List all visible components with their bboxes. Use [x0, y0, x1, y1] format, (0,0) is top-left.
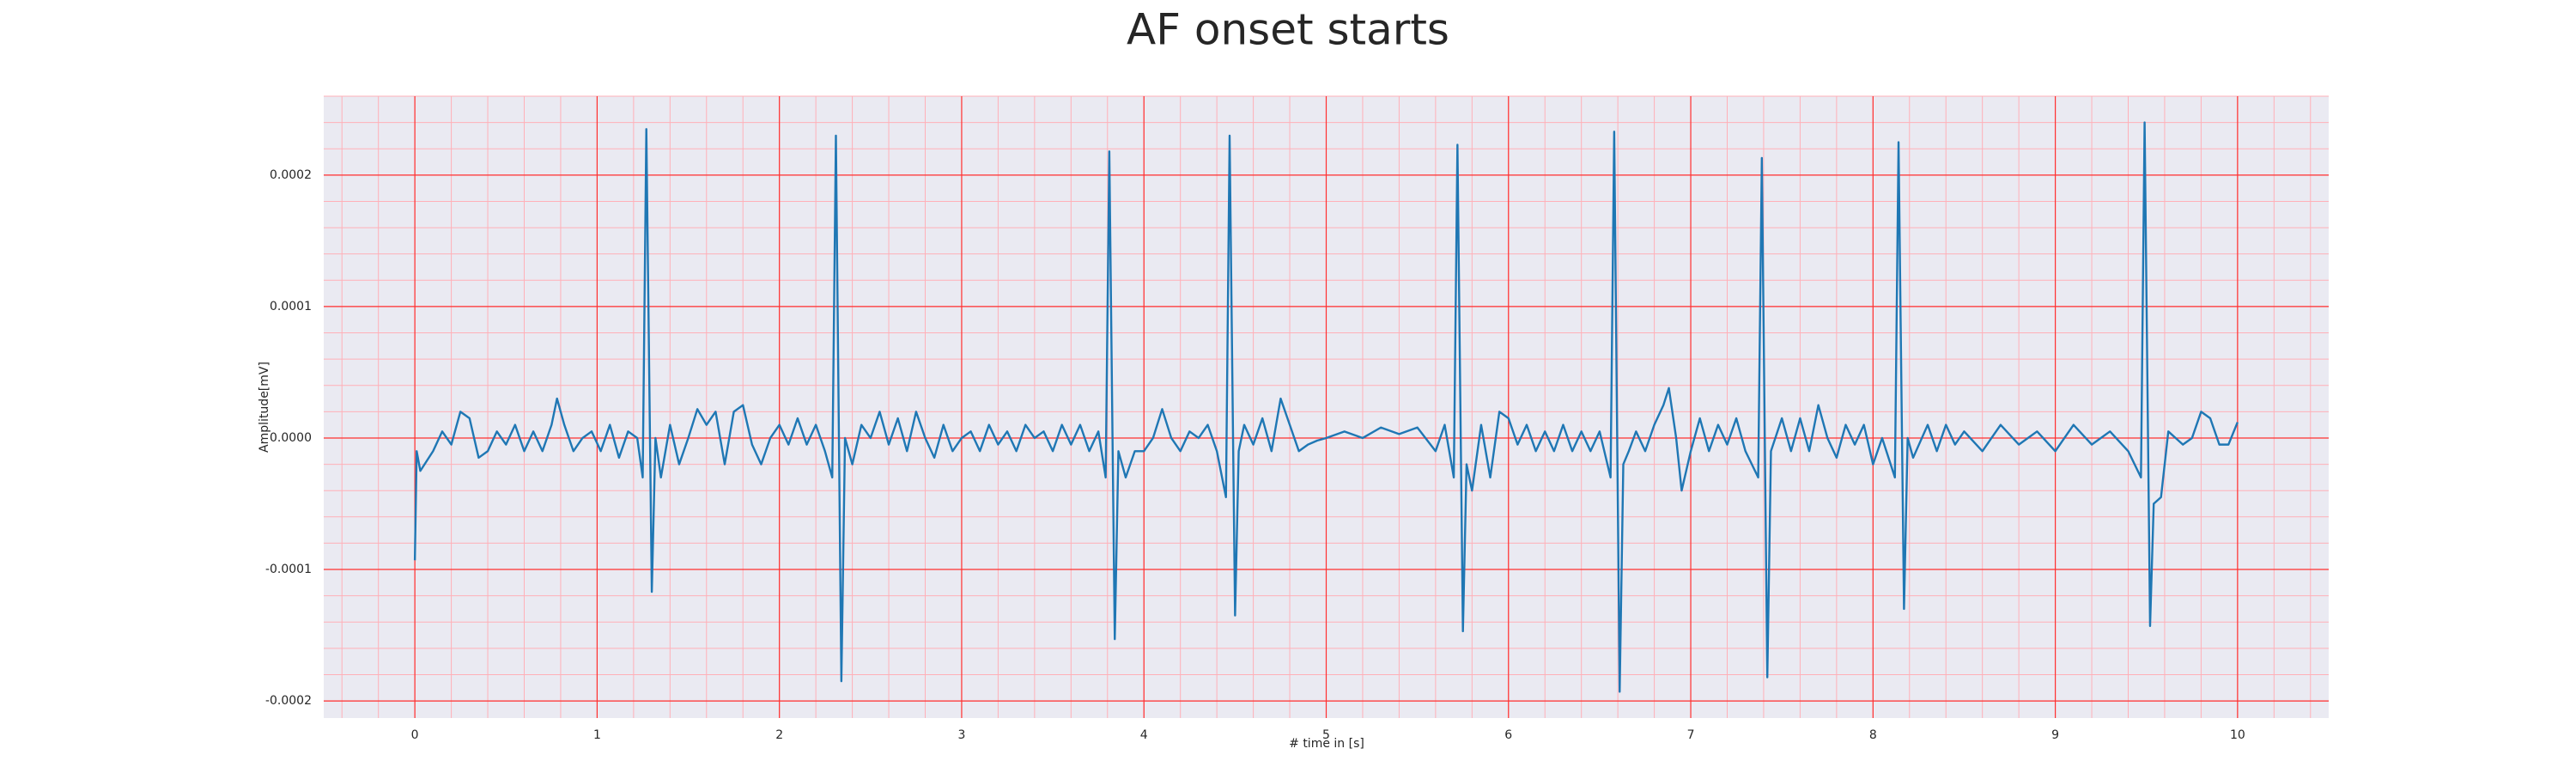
x-tick-label: 6 — [1504, 728, 1512, 742]
x-tick-label: 3 — [957, 728, 965, 742]
ecg-line — [413, 121, 2239, 693]
x-tick-label: 1 — [593, 728, 601, 742]
x-tick-label: 0 — [411, 728, 419, 742]
y-tick-label: -0.0001 — [265, 563, 312, 576]
x-tick-label: 9 — [2051, 728, 2059, 742]
y-axis-label: Amplitude[mV] — [258, 362, 271, 453]
x-tick-label: 7 — [1687, 728, 1695, 742]
chart-title: AF onset starts — [1127, 5, 1449, 55]
y-tick-label: -0.0002 — [265, 694, 312, 708]
x-tick-label: 4 — [1140, 728, 1148, 742]
y-tick-label: 0.0002 — [270, 168, 312, 182]
x-tick-label: 10 — [2230, 728, 2245, 742]
y-tick-label: 0.0000 — [270, 431, 312, 445]
x-axis-label: # time in [s] — [1289, 737, 1364, 751]
y-tick-label: 0.0001 — [270, 300, 312, 313]
x-tick-label: 5 — [1322, 728, 1330, 742]
x-tick-label: 2 — [775, 728, 783, 742]
x-tick-label: 8 — [1869, 728, 1877, 742]
